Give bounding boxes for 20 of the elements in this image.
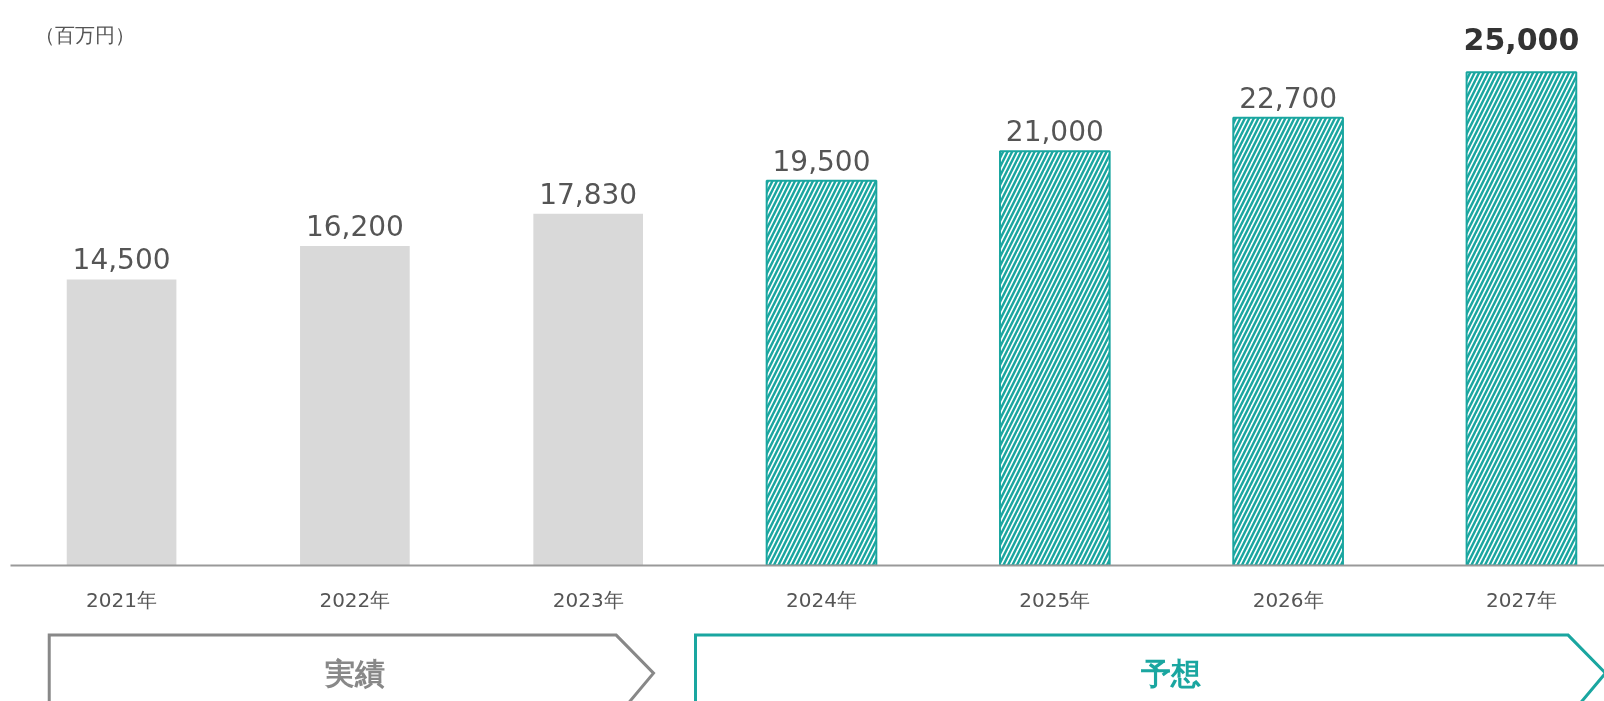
x-tick-label: 2021年 (86, 587, 158, 612)
text: 予想 (1140, 655, 1202, 691)
x-tick-label: 2023年 (552, 587, 624, 612)
data-label: 16,200 (305, 209, 404, 243)
x-tick-label: 2022年 (319, 587, 391, 612)
y-axis-title: （百万円） (35, 23, 136, 48)
bar (66, 279, 177, 566)
bar (533, 213, 644, 566)
text: 実績 (323, 655, 385, 691)
data-label: 22,700 (1239, 81, 1338, 115)
data-label: 21,000 (1005, 115, 1104, 149)
bar (300, 245, 410, 566)
x-tick-label: 2024年 (786, 587, 857, 612)
x-tick-label: 2027年 (1485, 587, 1557, 612)
x-tick-label: 2025年 (1019, 587, 1091, 612)
data-label: 17,830 (539, 177, 638, 211)
data-label: 19,500 (772, 144, 871, 178)
data-label: 25,000 (1463, 22, 1580, 58)
data-label: 14,500 (72, 243, 171, 277)
x-tick-label: 2026年 (1252, 587, 1324, 612)
